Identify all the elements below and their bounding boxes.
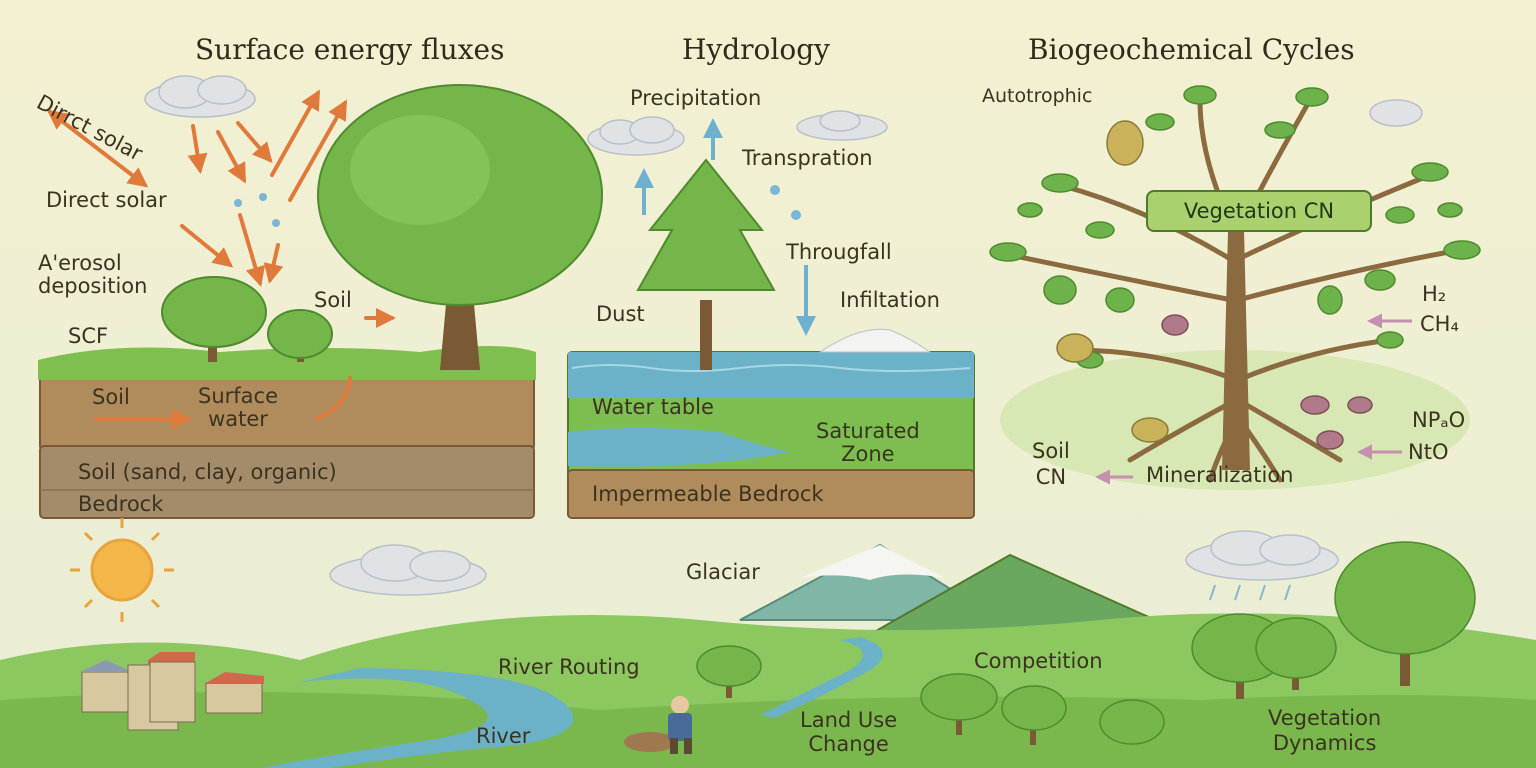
rain-drops	[234, 193, 280, 227]
village	[80, 652, 264, 731]
label-autotrophic: Autotrophic	[982, 85, 1093, 107]
landscape-trees	[696, 541, 1476, 745]
label-mineralization: Mineralization	[1146, 463, 1294, 487]
droplets	[770, 185, 801, 220]
label-nto: NtO	[1408, 440, 1449, 464]
label-impermeable-bedrock: Impermeable Bedrock	[592, 482, 824, 506]
label-dust: Dust	[596, 302, 645, 326]
label-transpiration: Transpration	[742, 146, 873, 170]
label-precipitation: Precipitation	[630, 86, 762, 110]
river	[260, 637, 883, 768]
label-ch4: CH₄	[1420, 312, 1459, 336]
soil-block-energy	[38, 346, 536, 519]
label-land-use-change: Land Use Change	[800, 708, 898, 756]
rain-streaks	[1209, 584, 1291, 601]
label-soil-types: Soil (sand, clay, organic)	[78, 460, 337, 484]
badge-vegetation-cn: Vegetation CN	[1146, 190, 1372, 232]
label-surface-water: Surface water	[198, 384, 279, 431]
small-tree	[161, 276, 333, 362]
label-bedrock: Bedrock	[78, 492, 164, 516]
hydro-arrows	[634, 118, 816, 336]
label-aerosol-deposition: A'erosol deposition	[38, 251, 148, 298]
cloud	[329, 530, 1339, 596]
large-tree	[317, 84, 603, 370]
label-scf: SCF	[68, 324, 109, 348]
conifer-tree	[636, 158, 776, 370]
title-energy: Surface energy fluxes	[195, 33, 505, 66]
label-h2: H₂	[1422, 282, 1447, 306]
solar-arrows	[46, 89, 396, 429]
label-river-routing: River Routing	[498, 655, 640, 679]
label-throughfall: Througfall	[786, 240, 892, 264]
label-saturated-zone: Saturated Zone	[816, 419, 920, 466]
chem-arrows	[1095, 313, 1412, 485]
soil-block-hydrology	[567, 328, 975, 519]
title-hydrology: Hydrology	[682, 33, 830, 66]
label-glacier: Glaciar	[686, 560, 760, 584]
label-vegetation-dynamics: Vegetation Dynamics	[1268, 706, 1382, 755]
label-direct-solar: Direct solar	[46, 188, 167, 212]
farmer-figure	[624, 696, 692, 754]
cycle-tree	[989, 85, 1481, 490]
label-soil-cn: Soil CN	[1032, 439, 1070, 489]
label-soil-air: Soil	[314, 288, 352, 312]
label-water-table: Water table	[592, 395, 714, 419]
title-biogeochemical: Biogeochemical Cycles	[1028, 33, 1355, 66]
sun-icon	[70, 518, 174, 622]
label-np2o: NPₐO	[1412, 408, 1466, 432]
label-competition: Competition	[974, 649, 1103, 673]
label-infiltration: Infiltation	[840, 288, 940, 312]
cloud	[144, 75, 1423, 156]
label-soil: Soil	[92, 385, 130, 409]
label-river: River	[476, 724, 531, 748]
